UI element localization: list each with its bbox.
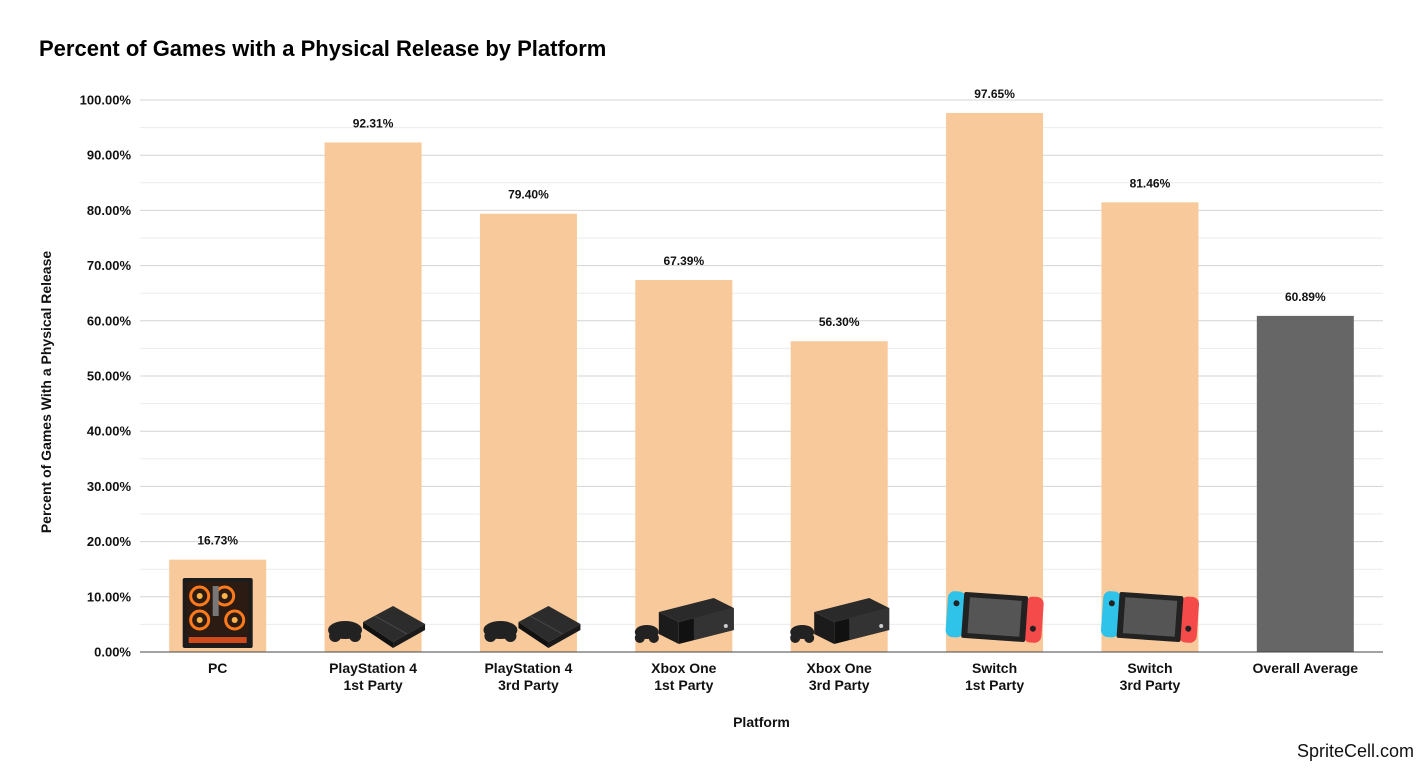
y-tick-label: 30.00%	[87, 479, 132, 494]
bar	[1101, 202, 1199, 652]
bar	[635, 280, 733, 652]
y-tick-labels: 0.00% 10.00% 20.00% 30.00% 40.00% 50.00% 60.00…	[80, 93, 132, 660]
ps4-console-icon	[483, 606, 581, 648]
data-label: 79.40%	[508, 188, 549, 202]
watermark: SpriteCell.com	[1296, 741, 1414, 761]
y-tick-label: 90.00%	[87, 148, 132, 163]
data-label: 60.89%	[1285, 290, 1326, 304]
switch-console-icon	[945, 591, 1044, 643]
y-tick-label: 100.00%	[80, 93, 132, 108]
data-label: 81.46%	[1130, 176, 1171, 190]
x-tick-label: Xbox One 1st Party	[651, 660, 717, 693]
y-tick-label: 80.00%	[87, 203, 132, 218]
y-tick-label: 60.00%	[87, 313, 132, 328]
y-tick-label: 0.00%	[94, 645, 131, 660]
bar	[324, 142, 422, 653]
x-tick-label: Xbox One 3rd Party	[807, 660, 873, 693]
data-label: 92.31%	[353, 116, 394, 130]
x-axis-title: Platform	[733, 714, 790, 730]
chart-title: Percent of Games with a Physical Release…	[39, 36, 607, 61]
bar	[946, 112, 1044, 653]
x-tick-label: PlayStation 4 1st Party	[329, 660, 417, 693]
y-tick-label: 40.00%	[87, 424, 132, 439]
data-label: 16.73%	[197, 534, 238, 548]
data-label: 97.65%	[974, 87, 1015, 101]
y-tick-label: 10.00%	[87, 589, 132, 604]
x-tick-label: Overall Average	[1253, 660, 1359, 676]
x-tick-labels: PC PlayStation 4 1st Party PlayStation 4 3rd…	[208, 660, 1358, 693]
pc-case-icon	[182, 578, 253, 648]
y-tick-label: 50.00%	[87, 369, 132, 384]
y-tick-label: 70.00%	[87, 258, 132, 273]
x-tick-label: PC	[208, 660, 227, 676]
data-label: 67.39%	[663, 254, 704, 268]
data-labels: 16.73% 92.31% 79.40% 67.39% 56.30% 97.65% 81.4…	[197, 87, 1326, 548]
bars	[169, 112, 1354, 653]
bar	[1256, 315, 1354, 652]
switch-console-icon	[1100, 591, 1200, 643]
x-tick-label: Switch 3rd Party	[1120, 660, 1181, 693]
xbox-one-console-icon	[634, 598, 734, 644]
x-tick-label: PlayStation 4 3rd Party	[484, 660, 572, 693]
y-axis-title: Percent of Games With a Physical Release	[38, 251, 54, 534]
xbox-one-console-icon	[790, 598, 890, 644]
ps4-console-icon	[328, 606, 426, 648]
data-label: 56.30%	[819, 315, 860, 329]
bar	[479, 213, 577, 652]
x-tick-label: Switch 1st Party	[965, 660, 1024, 693]
y-tick-label: 20.00%	[87, 534, 132, 549]
platform-icons	[182, 578, 1200, 648]
